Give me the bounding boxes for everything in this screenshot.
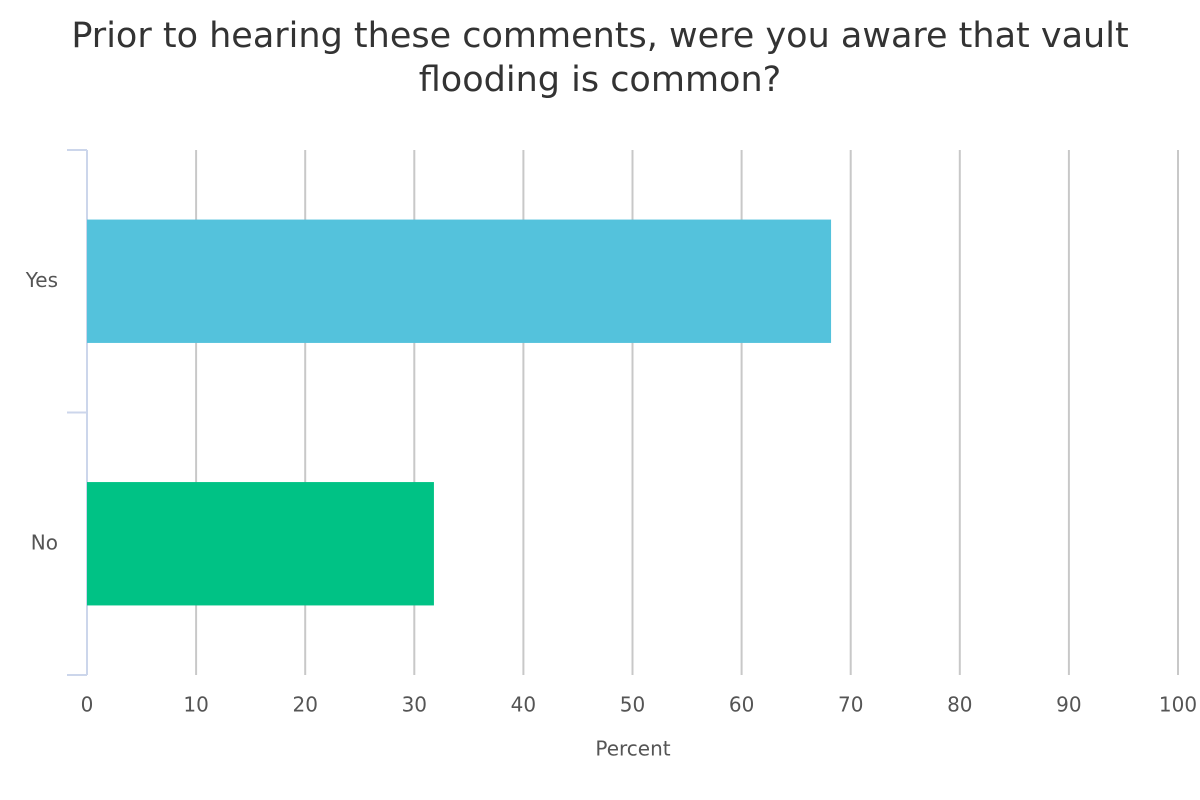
x-tick-label: 50 <box>620 693 645 717</box>
y-tick-label: Yes <box>25 268 58 292</box>
chart-title: Prior to hearing these comments, were yo… <box>71 16 1129 100</box>
x-tick-label: 80 <box>947 693 972 717</box>
x-tick-label: 40 <box>511 693 536 717</box>
x-tick-label: 100 <box>1159 693 1197 717</box>
bar <box>87 219 832 343</box>
x-tick-label: 90 <box>1056 693 1081 717</box>
x-axis-label: Percent <box>595 737 670 761</box>
x-tick-label: 60 <box>729 693 754 717</box>
x-tick-label: 0 <box>81 693 94 717</box>
y-tick-label: No <box>31 530 58 554</box>
x-tick-label: 20 <box>292 693 317 717</box>
x-tick-label: 70 <box>838 693 863 717</box>
bar <box>87 482 434 606</box>
x-tick-label: 10 <box>183 693 208 717</box>
x-tick-label: 30 <box>402 693 427 717</box>
